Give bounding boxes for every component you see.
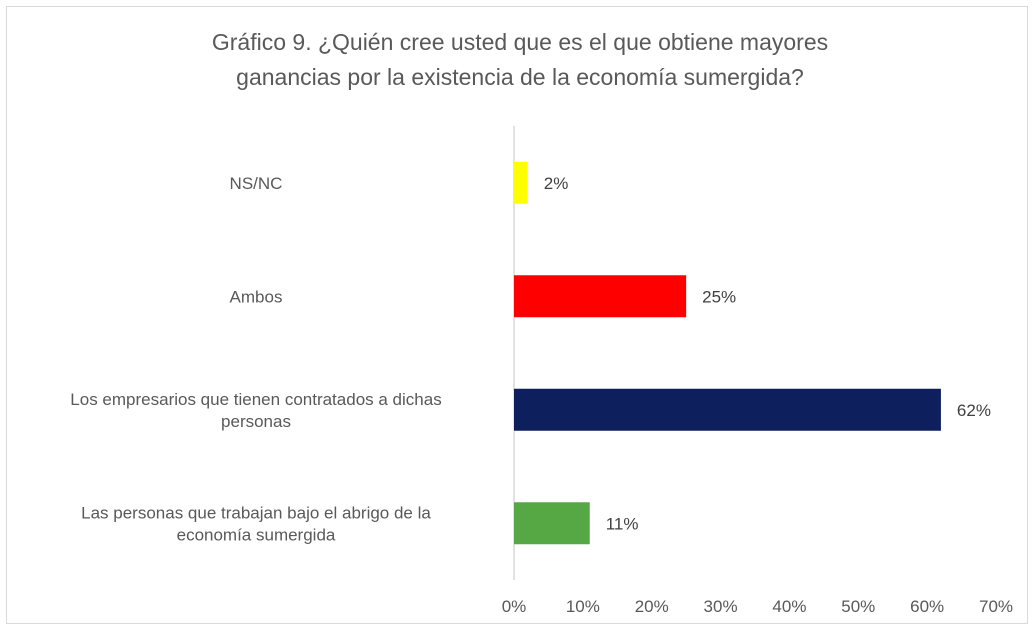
bar — [514, 502, 590, 545]
x-tick-label: 0% — [502, 597, 527, 616]
x-tick-label: 30% — [704, 597, 738, 616]
chart-title-line: ganancias por la existencia de la econom… — [236, 64, 804, 90]
category-label: Los empresarios que tienen contratados a… — [70, 390, 441, 409]
category-label: Ambos — [230, 287, 283, 306]
bars — [514, 161, 941, 545]
x-tick-label: 60% — [910, 597, 944, 616]
bar-value-label: 11% — [606, 514, 639, 533]
x-tick-label: 10% — [566, 597, 600, 616]
chart-title-line: Gráfico 9. ¿Quién cree usted que es el q… — [212, 29, 828, 55]
bar — [514, 388, 941, 431]
x-tick-label: 20% — [635, 597, 669, 616]
category-label: NS/NC — [230, 174, 283, 193]
category-label: personas — [221, 412, 291, 431]
chart-title: Gráfico 9. ¿Quién cree usted que es el q… — [212, 29, 828, 90]
data-labels: 2% 25% 62% 11% — [544, 174, 991, 534]
bar-value-label: 25% — [702, 287, 736, 306]
category-label: Las personas que trabajan bajo el abrigo… — [81, 503, 431, 522]
x-tick-label: 50% — [841, 597, 875, 616]
bar-value-label: 62% — [957, 401, 991, 420]
bar-value-label: 2% — [544, 174, 569, 193]
x-tick-label: 70% — [979, 597, 1013, 616]
bar — [514, 275, 687, 318]
x-tick-labels: 0% 10% 20% 30% 40% 50% 60% 70% — [502, 597, 1013, 616]
category-label: economía sumergida — [177, 525, 336, 544]
bar — [514, 161, 528, 204]
x-tick-label: 40% — [772, 597, 806, 616]
category-labels: NS/NC Ambos Los empresarios que tienen con… — [70, 174, 441, 545]
